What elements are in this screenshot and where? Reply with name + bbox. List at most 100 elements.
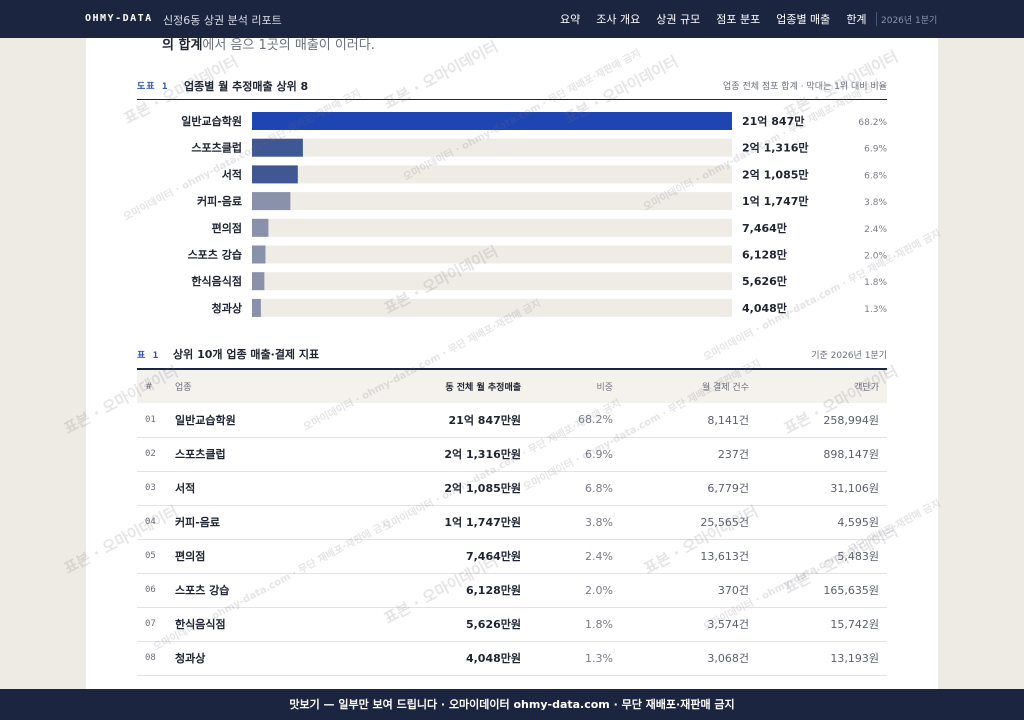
bar [252,138,303,157]
cell-sales: 7,464만원 [465,550,521,563]
cell-share: 2.4% [585,549,613,563]
col-header-avg: 객단가 [854,383,879,393]
bar-value-label: 2억 1,085만 [742,167,809,181]
cell-rank: 08 [145,653,156,663]
cell-rank: 06 [145,585,156,595]
report-page: 의 합계에서 음으 1곳의 매출이 이러다. 도표 1 업종별 월 추정매출 상… [86,38,938,690]
bar-track [252,192,732,211]
figure-tag: 도표 1 [137,82,169,92]
cell-avg: 15,742원 [830,618,879,631]
bar-share-label: 6.9% [864,145,887,155]
cell-avg: 258,994원 [823,413,879,427]
cell-count: 3,574건 [707,618,749,631]
top-navigation-bar: OHMY-DATA 신정6동 상권 분석 리포트 요약 조사 개요 상권 규모 … [0,0,1024,38]
bar [252,192,291,211]
nav-item-limitations[interactable]: 한계 [846,13,867,26]
cell-avg: 4,595원 [837,516,879,529]
cell-avg: 13,193원 [830,652,879,665]
cell-rank: 01 [145,414,156,425]
cell-industry: 서적 [175,482,196,495]
bar-share-label: 6.8% [864,171,887,181]
bar-category-label: 서적 [222,167,242,181]
bar-track [252,218,732,237]
nav-item-overview[interactable]: 조사 개요 [596,13,641,26]
previous-paragraph: 의 합계에서 음으 1곳의 매출이 이러다. [162,38,375,53]
cell-share: 1.3% [585,651,613,665]
figure-title: 업종별 월 추정매출 상위 8 [184,80,309,93]
bar-category-label: 스포츠클럽 [191,141,242,155]
cell-industry: 편의점 [175,550,206,563]
bar-category-label: 일반교습학원 [181,114,242,128]
col-header-rank: # [145,381,153,392]
bar-track [252,298,732,317]
bar [252,245,266,264]
nav-item-store-distribution[interactable]: 점포 분포 [716,13,761,26]
table-note: 기준 2026년 1분기 [811,351,887,361]
cell-rank: 04 [145,517,156,527]
cell-sales: 5,626만원 [465,618,521,631]
bar-category-label: 스포츠 강습 [188,248,242,262]
table-header: 표 1 상위 10개 업종 매출·결제 지표 기준 2026년 1분기 [137,345,887,365]
bar-track [252,272,732,291]
cell-rank: 03 [145,483,156,493]
previous-paragraph-text: 에서 음으 1곳의 매출이 이러다. [202,38,375,53]
cell-count: 13,613건 [700,550,749,563]
cell-count: 8,141건 [707,413,749,427]
cell-sales: 1억 1,747만원 [444,516,521,529]
cell-rank: 02 [145,449,156,459]
col-header-industry: 업종 [175,383,192,393]
bar-value-label: 5,626만 [742,274,787,288]
col-header-sales: 동 전체 월 추정매출 [445,383,521,393]
bar-value-label: 2억 1,316만 [742,141,809,155]
bar-share-label: 2.0% [864,252,887,262]
table-body: 01 일반교습학원 21억 847만원 68.2% 8,141건 258,994원 02 스포… [137,403,887,675]
bar-track [252,138,732,157]
nav-item-sales-by-industry[interactable]: 업종별 매출 [776,13,831,26]
cell-sales: 2억 1,316만원 [444,448,521,461]
table-row: 06 스포츠 강습 6,128만원 2.0% 370건 165,635원 [137,573,887,607]
cell-industry: 한식음식점 [175,618,226,631]
bar-value-label: 4,048만 [742,301,787,315]
bar-share-label: 1.8% [864,278,887,288]
cell-share: 6.8% [585,481,613,495]
bar-category-label: 편의점 [212,221,242,235]
nav-item-summary[interactable]: 요약 [560,13,581,26]
report-title: 신정6동 상권 분석 리포트 [163,14,282,27]
bar [252,112,732,130]
brand-logo[interactable]: OHMY-DATA [85,13,153,24]
table-row: 02 스포츠클럽 2억 1,316만원 6.9% 237건 898,147원 [137,437,887,471]
table-header-row: # 업종 동 전체 월 추정매출 비중 월 결제 건수 객단가 [137,370,887,403]
previous-paragraph-bold: 의 합계 [162,38,203,53]
cell-share: 68.2% [578,413,613,427]
table-row: 03 서적 2억 1,085만원 6.8% 6,779건 31,106원 [137,471,887,505]
cell-count: 6,779건 [707,482,749,495]
table-row: 01 일반교습학원 21억 847만원 68.2% 8,141건 258,994원 [137,403,887,437]
table-title: 상위 10개 업종 매출·결제 지표 [173,348,320,361]
table-row: 08 청과상 4,048만원 1.3% 3,068건 13,193원 [137,641,887,675]
cell-industry: 일반교습학원 [175,413,236,427]
cell-count: 370건 [717,584,749,597]
cell-sales: 2억 1,085만원 [444,482,521,495]
cell-sales: 4,048만원 [465,652,521,665]
cell-avg: 165,635원 [823,584,879,597]
cell-share: 6.9% [585,447,613,461]
cell-industry: 스포츠 강습 [175,584,230,597]
cell-share: 3.8% [585,515,613,529]
table-row: 07 한식음식점 5,626만원 1.8% 3,574건 15,742원 [137,607,887,641]
bar [252,298,261,317]
quarter-label: 2026년 1분기 [881,16,938,26]
bar-track [252,165,732,184]
bar-category-label: 청과상 [212,301,242,315]
cell-rank: 07 [145,619,156,629]
bar-share-label: 3.8% [864,198,887,208]
bar-value-label: 7,464만 [742,221,787,235]
bar [252,218,269,237]
bar-value-label: 21억 847만 [742,114,804,128]
bar-value-label: 6,128만 [742,248,787,262]
nav-item-market-size[interactable]: 상권 규모 [656,13,701,26]
cell-share: 2.0% [585,583,613,597]
nav-divider [876,12,877,26]
nav-menu: 요약 조사 개요 상권 규모 점포 분포 업종별 매출 한계 [560,11,883,27]
cell-share: 1.8% [585,617,613,631]
cell-avg: 31,106원 [830,482,879,495]
